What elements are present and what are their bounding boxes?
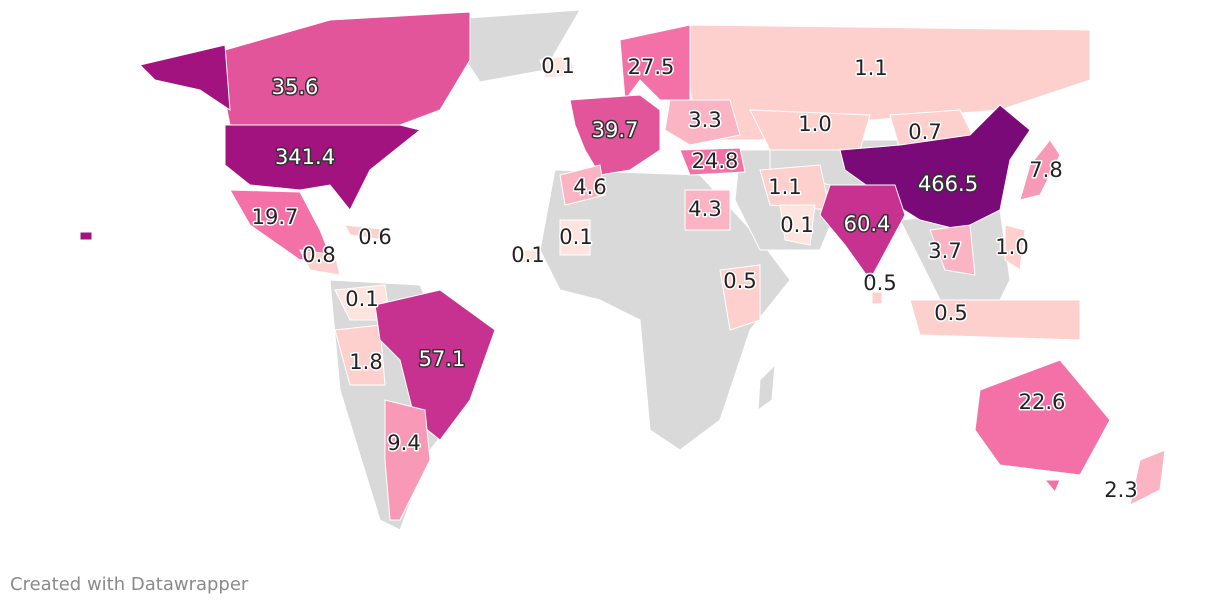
value-label: 1.1 bbox=[854, 56, 887, 80]
value-label: 3.3 bbox=[688, 108, 721, 132]
region bbox=[559, 219, 591, 256]
region bbox=[1019, 139, 1061, 201]
region bbox=[819, 184, 906, 281]
region bbox=[374, 289, 496, 441]
region bbox=[779, 204, 816, 246]
region bbox=[679, 147, 746, 176]
region bbox=[559, 164, 606, 206]
value-label: 2.3 bbox=[1104, 478, 1137, 502]
value-label: 0.7 bbox=[908, 120, 941, 144]
value-label: 3.7 bbox=[928, 239, 961, 263]
value-label: 1.0 bbox=[995, 235, 1028, 259]
region bbox=[974, 359, 1111, 493]
region bbox=[384, 399, 431, 521]
value-label: 0.6 bbox=[358, 225, 391, 249]
value-label: 9.4 bbox=[387, 431, 420, 455]
value-label: 24.8 bbox=[692, 149, 739, 173]
value-label: 60.4 bbox=[844, 212, 891, 236]
value-label: 0.8 bbox=[302, 243, 335, 267]
value-label: 0.5 bbox=[723, 269, 756, 293]
value-label: 1.0 bbox=[798, 112, 831, 136]
region bbox=[79, 44, 422, 241]
value-label: 39.7 bbox=[592, 118, 639, 142]
credit: Created with Datawrapper bbox=[10, 574, 249, 595]
value-label: 0.5 bbox=[934, 301, 967, 325]
labels: 0.1 27.5 1.1 35.6 39.7 3.3 1.0 0.7 341.4 24.8 466.… bbox=[250, 53, 1139, 504]
value-label: 0.1 bbox=[345, 287, 378, 311]
region bbox=[1129, 449, 1166, 506]
value-label: 0.1 bbox=[780, 213, 813, 237]
region bbox=[664, 99, 741, 146]
value-label: 0.1 bbox=[559, 225, 592, 249]
region bbox=[334, 324, 386, 386]
value-label: 0.1 bbox=[541, 54, 574, 78]
value-label: 1.8 bbox=[349, 350, 382, 374]
value-label: 0.1 bbox=[511, 243, 544, 267]
value-label: 1.1 bbox=[768, 175, 801, 199]
value-label: 7.8 bbox=[1029, 158, 1062, 182]
region bbox=[569, 94, 661, 176]
value-label: 4.3 bbox=[688, 197, 721, 221]
value-label: 466.5 bbox=[918, 172, 978, 196]
value-label: 0.5 bbox=[863, 271, 896, 295]
region bbox=[1004, 224, 1026, 271]
region bbox=[344, 224, 391, 241]
region bbox=[689, 24, 1091, 141]
region bbox=[539, 54, 576, 79]
value-label: 341.4 bbox=[275, 145, 335, 169]
region bbox=[221, 11, 471, 126]
value-label: 57.1 bbox=[419, 347, 466, 371]
value-label: 19.7 bbox=[252, 205, 299, 229]
region bbox=[519, 249, 541, 263]
region bbox=[909, 299, 1081, 341]
region bbox=[871, 291, 883, 305]
regions bbox=[79, 11, 1166, 521]
madagascar bbox=[757, 363, 776, 412]
region bbox=[299, 249, 341, 276]
value-label: 35.6 bbox=[272, 75, 319, 99]
region bbox=[684, 189, 731, 231]
value-label: 22.6 bbox=[1019, 390, 1066, 414]
region bbox=[719, 264, 761, 331]
value-label: 27.5 bbox=[628, 55, 675, 79]
region bbox=[929, 224, 976, 276]
value-label: 4.6 bbox=[573, 175, 606, 199]
